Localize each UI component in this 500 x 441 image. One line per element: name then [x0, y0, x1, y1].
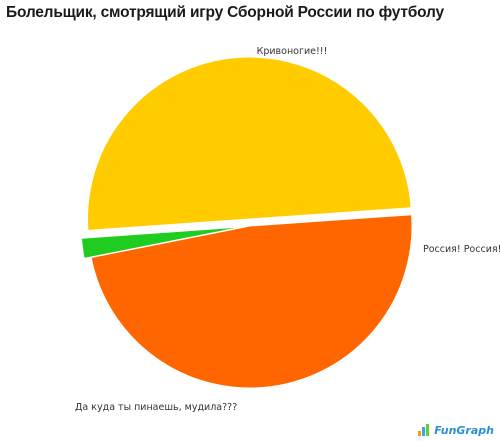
pie-slice [80, 226, 244, 259]
page-title: Болельщик, смотрящий игру Сборной России… [6, 4, 444, 21]
slice-label: Кривоногие!!! [257, 46, 328, 57]
slice-label: Да куда ты пинаешь, мудила??? [75, 402, 237, 413]
slice-label: Россия! Россия! [423, 244, 500, 255]
watermark-text: FunGraph [434, 423, 494, 437]
fungraph-logo-icon [418, 424, 430, 436]
pie-slice [90, 214, 413, 389]
pie-slice [87, 56, 412, 231]
watermark: FunGraph [417, 423, 494, 437]
